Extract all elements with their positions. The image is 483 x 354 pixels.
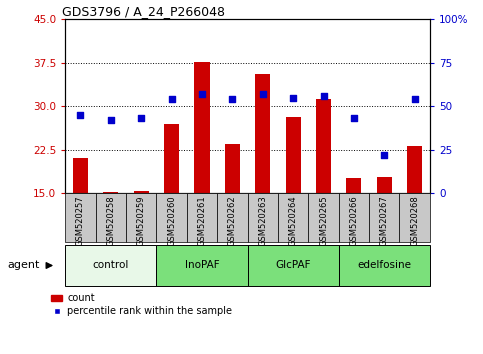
Bar: [65, 245, 156, 286]
Point: [228, 96, 236, 102]
Bar: [96, 193, 126, 242]
Bar: [316, 99, 331, 193]
Bar: [339, 245, 430, 286]
Point: [320, 93, 327, 99]
Point: [198, 91, 206, 97]
Point: [107, 117, 114, 123]
Bar: [248, 245, 339, 286]
Bar: [126, 193, 156, 242]
Bar: [134, 191, 149, 193]
Text: GSM520266: GSM520266: [349, 195, 358, 246]
Point: [381, 152, 388, 158]
Bar: [156, 245, 248, 286]
Bar: [194, 62, 210, 193]
Bar: [407, 145, 422, 193]
Bar: [399, 193, 430, 242]
Legend: count, percentile rank within the sample: count, percentile rank within the sample: [51, 293, 232, 316]
Bar: [225, 144, 240, 193]
Text: edelfosine: edelfosine: [357, 261, 412, 270]
Text: InoPAF: InoPAF: [185, 261, 219, 270]
Point: [350, 115, 358, 121]
Bar: [103, 192, 118, 193]
Text: GSM520257: GSM520257: [76, 195, 85, 246]
Bar: [377, 177, 392, 193]
Bar: [346, 178, 361, 193]
Bar: [339, 193, 369, 242]
Bar: [369, 193, 399, 242]
Bar: [65, 193, 96, 242]
Point: [411, 96, 419, 102]
Bar: [255, 74, 270, 193]
Bar: [156, 193, 187, 242]
Text: control: control: [93, 261, 129, 270]
Point: [168, 96, 175, 102]
Text: agent: agent: [7, 261, 40, 270]
Bar: [73, 158, 88, 193]
Bar: [248, 193, 278, 242]
Point: [259, 91, 267, 97]
Text: GSM520258: GSM520258: [106, 195, 115, 246]
Bar: [187, 193, 217, 242]
Text: GSM520259: GSM520259: [137, 195, 146, 246]
Text: GSM520262: GSM520262: [228, 195, 237, 246]
Text: GSM520268: GSM520268: [410, 195, 419, 246]
Bar: [308, 193, 339, 242]
Text: GSM520267: GSM520267: [380, 195, 389, 246]
Bar: [164, 124, 179, 193]
Text: GSM520260: GSM520260: [167, 195, 176, 246]
Text: GDS3796 / A_24_P266048: GDS3796 / A_24_P266048: [61, 5, 225, 18]
Text: GSM520264: GSM520264: [289, 195, 298, 246]
Text: GSM520263: GSM520263: [258, 195, 267, 246]
Bar: [217, 193, 248, 242]
Text: GlcPAF: GlcPAF: [275, 261, 311, 270]
Bar: [278, 193, 308, 242]
Text: GSM520261: GSM520261: [198, 195, 206, 246]
Point: [76, 112, 84, 118]
Bar: [285, 116, 301, 193]
Text: GSM520265: GSM520265: [319, 195, 328, 246]
Point: [289, 95, 297, 101]
Point: [137, 115, 145, 121]
